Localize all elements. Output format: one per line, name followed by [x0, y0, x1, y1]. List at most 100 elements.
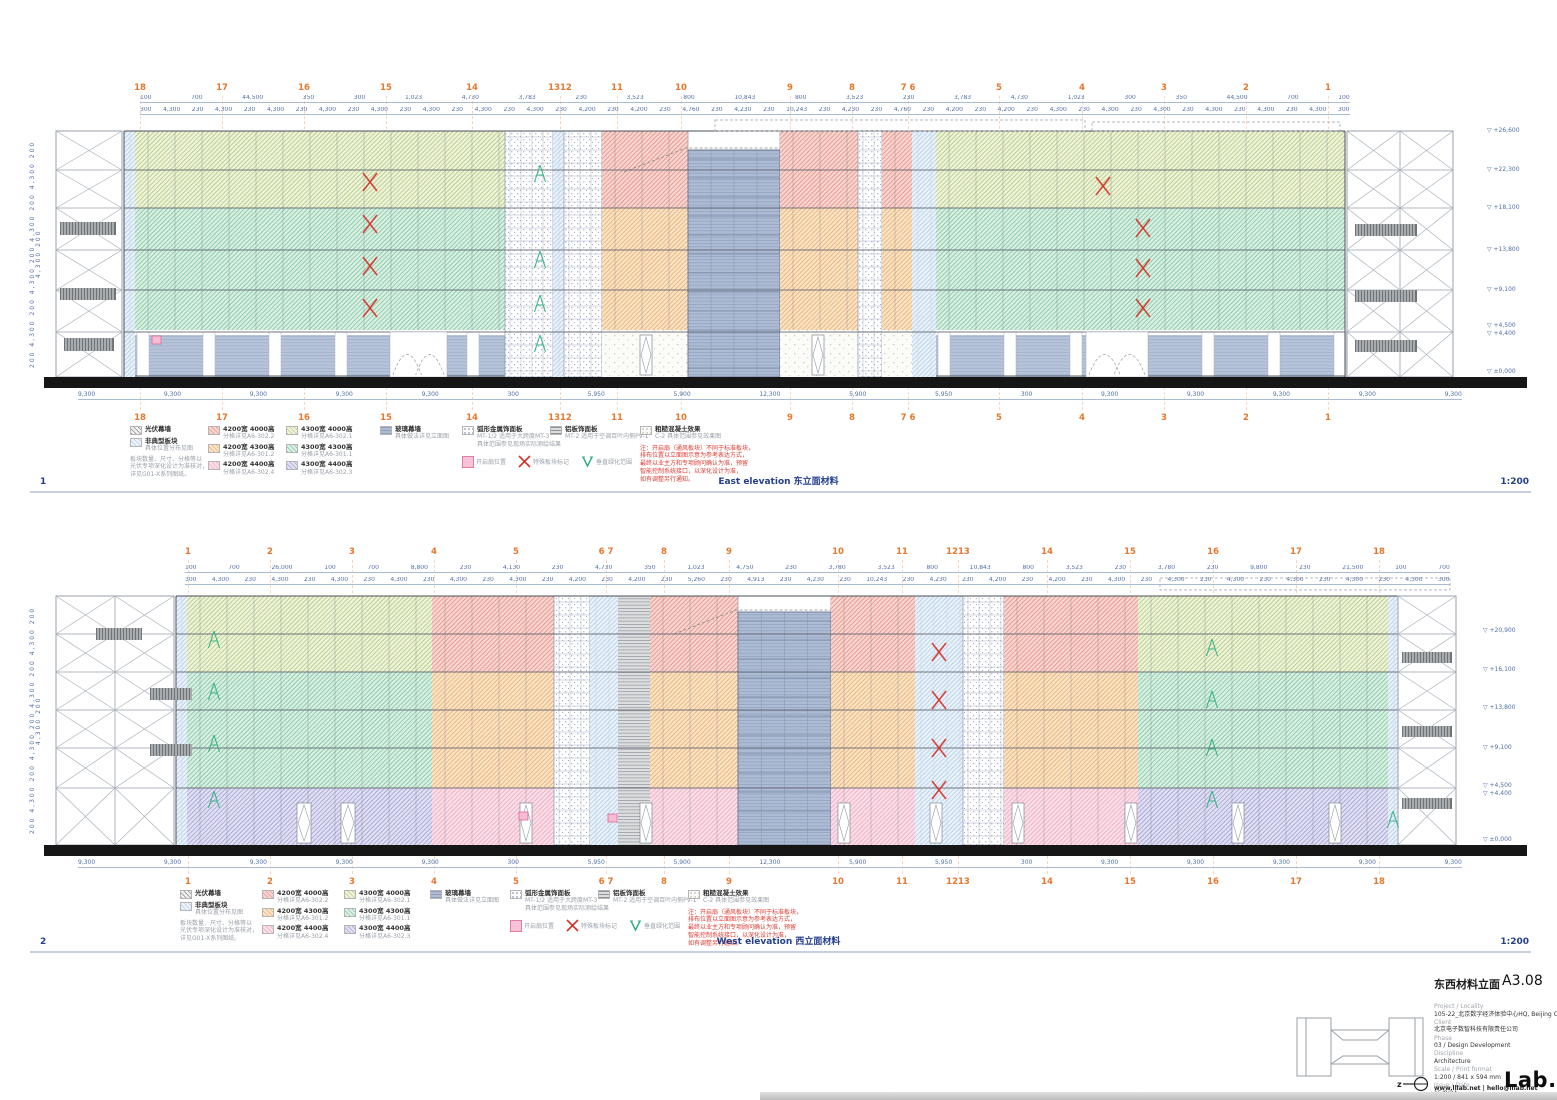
level-label: ▽ +13,800: [1483, 704, 1516, 711]
sheet-number: A3.08: [1502, 973, 1543, 989]
legend-text: 4200宽 4400高 分格详见A6-302.4: [223, 460, 275, 476]
dimension-value: 4,300: [215, 107, 233, 113]
grid-line: [188, 560, 189, 874]
legend-item-note: 分格详见A6-302.4: [277, 932, 329, 940]
dimension-value: 4,300: [1153, 107, 1171, 113]
legend-item-note: 分格详见A6-302.2: [277, 897, 329, 905]
grid-number: 8: [661, 547, 667, 557]
dimension-value: 4,730: [1010, 95, 1028, 101]
legend-swatch-louver: [550, 426, 562, 435]
legend-item: 非典型板块 具体位置分布见图: [130, 437, 226, 453]
grid-number: 4: [431, 547, 437, 557]
dimension-value: 800: [926, 565, 938, 571]
dimension-value: 230: [902, 95, 915, 101]
grid-number: 11: [896, 547, 908, 557]
dimension-value: 3,523: [846, 95, 864, 101]
grid-line: [606, 560, 607, 874]
legend-text: 4200宽 4300高 分格详见A6-301.2: [277, 907, 328, 923]
legend-item-note: 分格详见A6-302.4: [223, 468, 275, 476]
legend-swatch-concrete: [688, 890, 700, 899]
dimension-value: 9,300: [421, 391, 439, 398]
level-label: ▽ +20,900: [1483, 627, 1516, 634]
dimension-value: 4,300: [1107, 577, 1126, 583]
grid-number: 2: [1243, 413, 1249, 423]
dimension-value: 4,300: [474, 107, 492, 113]
dimension-value: 4,200: [1048, 577, 1066, 583]
dimension-value: 4,200: [578, 107, 596, 113]
dimension-value: 230: [659, 107, 671, 113]
dimension-value: 9,300: [78, 859, 96, 866]
dimension-value: 4,200: [997, 107, 1015, 113]
dimension-value: 300: [1020, 859, 1033, 866]
x-mark-icon: [518, 455, 531, 470]
legend-red-note: 排布位置以立面图示意为参考表达方式，: [688, 916, 797, 924]
level-label: ▽ +4,400: [1483, 790, 1512, 797]
legend-item-label: 4300宽 4300高: [301, 442, 353, 451]
title-rule: [30, 951, 1531, 953]
dimension-value: 4,300: [422, 107, 440, 113]
legend-swatch-orange: [208, 443, 220, 453]
dimension-value: 700: [228, 565, 240, 571]
legend-footnote: 板块数量、尺寸、分格等以: [130, 455, 203, 463]
legend-symbols-row: 开启扇位置 特殊板块标记 垂直绿化范围: [462, 455, 632, 470]
dimension-value: 100: [140, 95, 152, 101]
legend-swatch-violet: [286, 461, 298, 471]
level-label: ▽ ±0,000: [1487, 368, 1516, 375]
legend-swatch-red: [262, 890, 274, 899]
legend-swatch-green_light: [286, 426, 298, 435]
dimension-value: 230: [1319, 577, 1331, 583]
dimension-value: 1,023: [1067, 95, 1085, 101]
legend-swatch-lightblue: [130, 438, 142, 447]
dimension-value: 5,900: [673, 391, 691, 398]
dimension-value: 4,230: [734, 107, 752, 113]
grid-number: 18: [134, 413, 146, 423]
grid-number: 17: [1290, 547, 1302, 557]
dimension-value: 4,300: [526, 107, 544, 113]
dimension-value: 230: [1140, 577, 1153, 583]
dimension-value: 9,300: [1358, 859, 1376, 866]
dimension-value: 4,300: [330, 577, 349, 583]
dimension-value: 5,950: [587, 391, 605, 398]
dimension-value: 44,500: [1226, 95, 1248, 101]
level-label: ▽ +22,300: [1487, 166, 1520, 173]
legend-column: 4200宽 4000高 分格详见A6-302.2 4200宽 4300高 分格详见A6…: [262, 889, 358, 943]
grid-number: 3: [349, 547, 355, 557]
dimension-value: 700: [191, 95, 203, 101]
dimension-line: [78, 867, 1462, 868]
key-plan: [1296, 1017, 1424, 1077]
legend-swatch-green_teal: [286, 443, 298, 453]
legend-swatch-pv: [462, 426, 474, 435]
dimension-value: 230: [720, 577, 732, 583]
operable-panel-icon: [510, 920, 522, 933]
legend-symbol-label: 特殊板块标记: [533, 458, 570, 466]
legend-swatch-glass: [430, 890, 442, 899]
titleblock-field-value: 105-22_北京数字经济体验中心HQ, Beijing China: [1434, 1010, 1557, 1018]
dimension-value: 3,523: [877, 565, 895, 571]
legend-item: 4200宽 4000高 分格详见A6-302.2: [208, 425, 304, 441]
legend-text: 4300宽 4400高 分格详见A6-302.3: [301, 460, 352, 476]
legend-item: 粗糙混凝土效果 C-2 具体范围参见效果图: [640, 425, 736, 441]
dimension-value: 230: [974, 107, 987, 113]
dimension-value: 230: [601, 577, 613, 583]
operable-panel-icon: [462, 456, 474, 469]
website-text: www.lllab.net | hello@lllab.net: [1434, 1085, 1538, 1092]
dimension-value: 4,300: [266, 107, 285, 113]
legend-footnote: 光伏专项深化设计为准核对，: [180, 927, 259, 935]
dimension-value: 230: [902, 577, 915, 583]
legend-item-note: 具体位置分布见图: [145, 445, 194, 453]
legend-item: 光伏幕墙: [130, 425, 226, 435]
dimension-value: 230: [243, 107, 256, 113]
dimension-value: 230: [459, 565, 472, 571]
dimension-value: 4,730: [595, 565, 613, 571]
legend-symbol-label: 垂直绿化范围: [644, 922, 681, 930]
dimension-value: 4,300: [1405, 577, 1423, 583]
dimension-string: 300 4,300 230 4,300 230 4,300 230 4,300 230 4,300…: [185, 577, 1450, 583]
grid-number: 8: [661, 877, 667, 887]
level-label: ▽ +9,100: [1483, 744, 1512, 751]
dimension-value: 4,300: [163, 107, 181, 113]
grid-number: 17: [1290, 877, 1302, 887]
legend-footnote: 光伏专项深化设计为准核对，: [130, 463, 209, 471]
legend-text: 玻璃幕墙 具体做法详见立面图: [445, 889, 499, 905]
